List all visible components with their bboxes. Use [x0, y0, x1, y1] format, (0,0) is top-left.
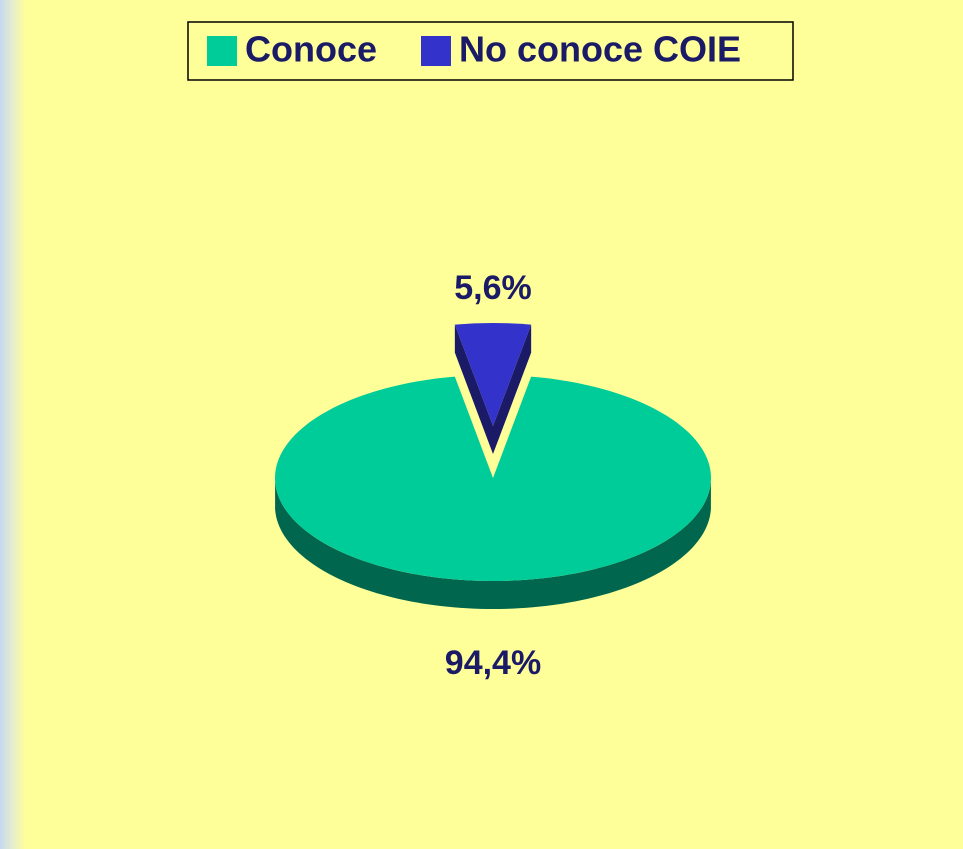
legend-label: Conoce — [245, 29, 377, 70]
pie-slice-face — [493, 324, 532, 454]
legend-box — [187, 21, 794, 81]
pie-slice-group — [274, 376, 711, 609]
pie-slice-side — [275, 480, 711, 609]
data-label: 5,6% — [454, 269, 532, 307]
pie-slice-face — [454, 324, 493, 454]
legend-label: No conoce COIE — [459, 29, 741, 70]
legend-swatch — [421, 36, 451, 66]
legend: Conoce No conoce COIE — [207, 29, 741, 70]
data-label: 94,4% — [445, 644, 541, 682]
pie-slice — [274, 376, 711, 581]
legend-swatch — [207, 36, 237, 66]
pie-slice — [454, 323, 532, 426]
pie-slice-group — [454, 323, 532, 454]
